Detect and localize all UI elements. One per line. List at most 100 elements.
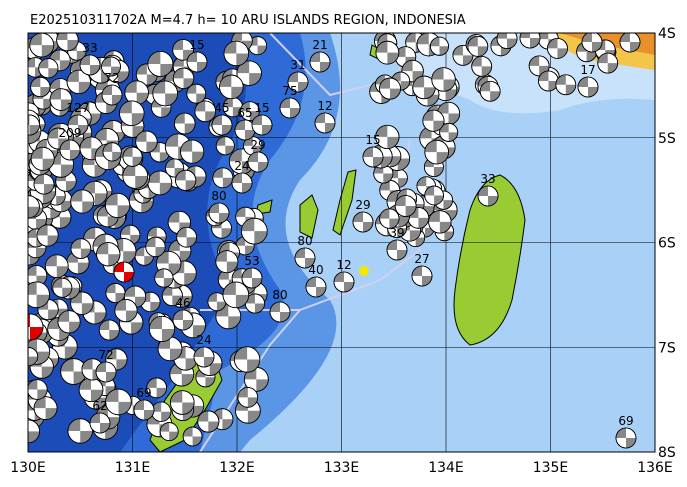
beachball xyxy=(182,426,203,447)
beachball xyxy=(28,281,50,309)
island xyxy=(299,194,319,239)
ball-quadrant xyxy=(77,101,101,126)
ball-outline xyxy=(555,74,577,96)
ball-quadrant xyxy=(119,100,145,126)
ball-quadrant xyxy=(146,377,167,398)
island xyxy=(332,169,357,236)
ball-quadrant xyxy=(243,136,262,156)
ball-quadrant xyxy=(424,140,449,164)
ball-outline xyxy=(28,281,50,309)
ball-outline xyxy=(33,396,58,420)
ball-quadrant xyxy=(29,33,54,58)
ball-quadrant xyxy=(82,181,108,206)
ball-quadrant xyxy=(223,41,249,66)
ball-outline xyxy=(211,114,233,136)
beachball xyxy=(147,51,174,77)
ball-quadrant xyxy=(66,251,90,274)
ball-quadrant xyxy=(597,53,618,74)
ball-quadrant xyxy=(437,102,460,125)
lon-label: 132E xyxy=(219,460,255,476)
ball-quadrant xyxy=(28,347,38,366)
ball-outline xyxy=(57,310,81,334)
ball-outline xyxy=(362,146,384,168)
event-label: 80 xyxy=(272,288,287,302)
beachball xyxy=(237,387,259,408)
event-label: 21 xyxy=(312,38,327,52)
beachball xyxy=(212,167,234,189)
ball-quadrant xyxy=(105,348,128,371)
ball-quadrant xyxy=(248,36,267,55)
beachball xyxy=(176,226,197,248)
ball-quadrant xyxy=(80,55,100,75)
lat-label: 6S xyxy=(658,236,676,252)
ball-outline xyxy=(152,80,179,107)
ball-quadrant xyxy=(149,316,175,342)
beachball xyxy=(197,410,220,433)
ball-quadrant xyxy=(70,291,94,315)
ball-outline xyxy=(411,265,433,287)
beachball xyxy=(101,56,121,77)
ball-outline xyxy=(28,313,44,341)
ball-quadrant xyxy=(387,240,407,260)
ball-quadrant xyxy=(245,293,265,314)
ball-quadrant xyxy=(67,418,93,444)
lat-label: 4S xyxy=(658,26,676,42)
ball-outline xyxy=(52,277,73,298)
beachball xyxy=(172,309,194,331)
ball-quadrant xyxy=(95,91,118,114)
beachball xyxy=(496,33,518,50)
lat-label: 8S xyxy=(658,445,676,461)
ball-outline xyxy=(223,40,250,67)
ball-quadrant xyxy=(174,113,196,134)
ball-outline xyxy=(182,426,203,447)
beachball xyxy=(28,379,48,400)
ball-quadrant xyxy=(30,77,51,97)
lat-label: 7S xyxy=(658,340,676,356)
beachball xyxy=(105,283,126,304)
event-label: 62 xyxy=(92,399,107,413)
beachball xyxy=(146,377,167,399)
ball-quadrant xyxy=(270,302,290,322)
ball-quadrant xyxy=(135,246,154,266)
ball-quadrant xyxy=(215,250,238,273)
ball-quadrant xyxy=(430,37,449,56)
beachball xyxy=(169,390,195,415)
beachball xyxy=(30,146,55,171)
beachball xyxy=(519,33,541,49)
beachball xyxy=(236,60,262,86)
ball-quadrant xyxy=(234,346,260,373)
ball-outline xyxy=(615,427,637,449)
event-label: 80 xyxy=(211,189,226,203)
ball-outline xyxy=(212,167,234,189)
ball-outline xyxy=(66,69,91,95)
beachball xyxy=(228,148,255,175)
ball-outline xyxy=(375,40,400,65)
beachball xyxy=(215,250,239,274)
ball-quadrant xyxy=(412,76,436,99)
event-label: 24 xyxy=(196,333,211,347)
ball-quadrant xyxy=(547,38,568,59)
ball-quadrant xyxy=(122,163,148,189)
ball-quadrant xyxy=(71,238,91,259)
ball-quadrant xyxy=(209,203,229,223)
ball-outline xyxy=(133,399,155,421)
ball-outline xyxy=(28,338,51,365)
ball-quadrant xyxy=(175,170,196,191)
ball-quadrant xyxy=(211,408,233,430)
ball-quadrant xyxy=(288,72,308,92)
ball-quadrant xyxy=(229,148,255,174)
beachball xyxy=(52,277,73,298)
ball-quadrant xyxy=(96,376,116,396)
ball-outline xyxy=(386,239,408,261)
beachball xyxy=(67,418,93,444)
ball-quadrant xyxy=(28,419,40,443)
ball-quadrant xyxy=(122,147,143,167)
ball-outline xyxy=(233,346,261,373)
beachball xyxy=(247,151,269,173)
ball-outline xyxy=(186,51,208,73)
ball-quadrant xyxy=(102,85,122,105)
beachball xyxy=(215,136,235,156)
ball-outline xyxy=(236,60,262,86)
ball-outline xyxy=(241,267,263,289)
ball-quadrant xyxy=(215,303,241,329)
